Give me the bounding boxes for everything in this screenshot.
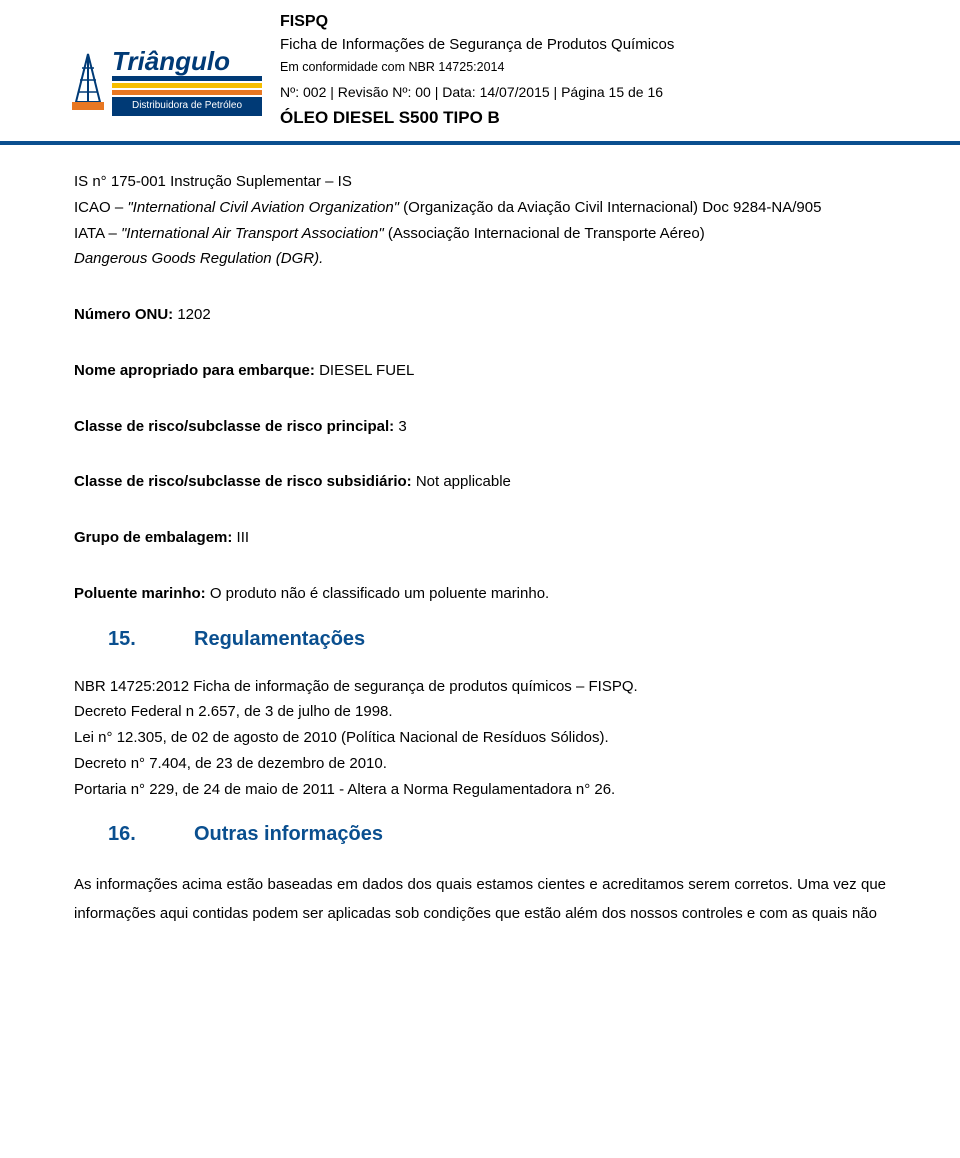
doc-number-line: Nº: 002 | Revisão Nº: 00 | Data: 14/07/2… <box>280 82 890 102</box>
icao-line: ICAO – "International Civil Aviation Org… <box>74 197 886 219</box>
brand-name: Triângulo <box>112 48 262 74</box>
classe-s-value: Not applicable <box>416 473 511 490</box>
reg-line-1: NBR 14725:2012 Ficha de informação de se… <box>74 676 886 698</box>
grupo-label: Grupo de embalagem: <box>74 529 237 546</box>
classe-subsidiario-row: Classe de risco/subclasse de risco subsi… <box>74 471 886 493</box>
nome-label: Nome apropriado para embarque: <box>74 362 319 379</box>
section-16-title: Outras informações <box>194 820 383 849</box>
grupo-value: III <box>237 529 250 546</box>
grupo-row: Grupo de embalagem: III <box>74 527 886 549</box>
poluente-row: Poluente marinho: O produto não é classi… <box>74 583 886 605</box>
classe-principal-row: Classe de risco/subclasse de risco princ… <box>74 416 886 438</box>
nome-row: Nome apropriado para embarque: DIESEL FU… <box>74 360 886 382</box>
header-metadata: FISPQ Ficha de Informações de Segurança … <box>280 10 890 131</box>
doc-type-title: FISPQ <box>280 10 890 33</box>
is-line: IS n° 175-001 Instrução Suplementar – IS <box>74 171 886 193</box>
reg-line-5: Portaria n° 229, de 24 de maio de 2011 -… <box>74 779 886 801</box>
section-15-number: 15. <box>108 625 194 654</box>
document-body: IS n° 175-001 Instrução Suplementar – IS… <box>0 145 960 942</box>
reg-line-3: Lei n° 12.305, de 02 de agosto de 2010 (… <box>74 727 886 749</box>
reg-line-2: Decreto Federal n 2.657, de 3 de julho d… <box>74 701 886 723</box>
iata-prefix: IATA – <box>74 225 121 242</box>
section-15-heading: 15. Regulamentações <box>108 625 886 654</box>
poluente-label: Poluente marinho: <box>74 585 210 602</box>
brand-stripes <box>112 76 262 95</box>
doc-type-subtitle: Ficha de Informações de Segurança de Pro… <box>280 34 890 56</box>
poluente-value: O produto não é classificado um poluente… <box>210 585 549 602</box>
product-name: ÓLEO DIESEL S500 TIPO B <box>280 106 890 131</box>
section-16-number: 16. <box>108 820 194 849</box>
document-header: Triângulo Distribuidora de Petróleo FISP… <box>0 0 960 135</box>
icao-prefix: ICAO – <box>74 199 127 216</box>
section-16-heading: 16. Outras informações <box>108 820 886 849</box>
onu-label: Número ONU: <box>74 306 177 323</box>
outras-paragraph: As informações acima estão baseadas em d… <box>74 871 886 928</box>
onu-row: Número ONU: 1202 <box>74 304 886 326</box>
classe-p-label: Classe de risco/subclasse de risco princ… <box>74 418 398 435</box>
conformity-line: Em conformidade com NBR 14725:2014 <box>280 58 890 76</box>
iata-italic: "International Air Transport Association… <box>121 225 384 242</box>
iata-line: IATA – "International Air Transport Asso… <box>74 223 886 245</box>
onu-value: 1202 <box>177 306 210 323</box>
company-logo: Triângulo Distribuidora de Petróleo <box>70 10 280 116</box>
icao-italic: "International Civil Aviation Organizati… <box>127 199 399 216</box>
dgr-line: Dangerous Goods Regulation (DGR). <box>74 248 886 270</box>
classe-p-value: 3 <box>398 418 406 435</box>
iata-suffix: (Associação Internacional de Transporte … <box>384 225 705 242</box>
section-15-title: Regulamentações <box>194 625 365 654</box>
oil-rig-icon <box>70 52 106 112</box>
classe-s-label: Classe de risco/subclasse de risco subsi… <box>74 473 416 490</box>
reg-line-4: Decreto n° 7.404, de 23 de dezembro de 2… <box>74 753 886 775</box>
nome-value: DIESEL FUEL <box>319 362 414 379</box>
brand-tagline: Distribuidora de Petróleo <box>112 97 262 116</box>
icao-suffix: (Organização da Aviação Civil Internacio… <box>399 199 821 216</box>
